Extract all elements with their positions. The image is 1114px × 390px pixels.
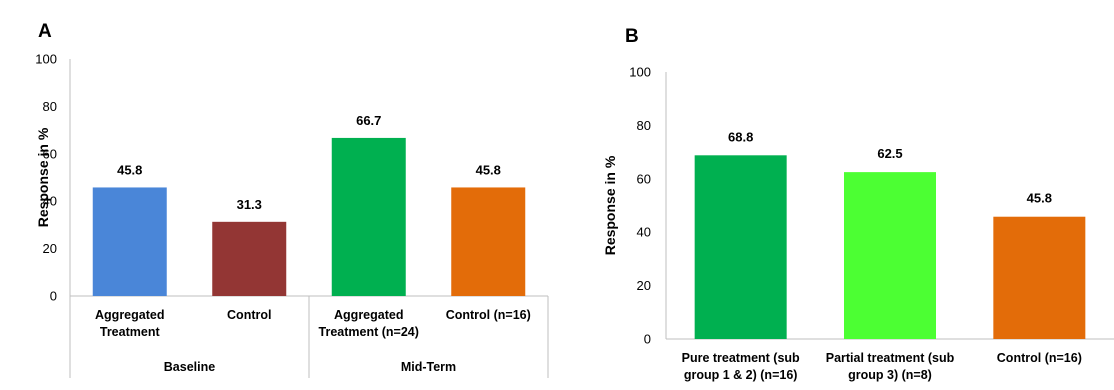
panel-b-data-label: 62.5 [877,146,902,161]
panel-a-label: A [38,21,52,42]
panel-a-y-axis-title: Response in % [35,127,51,227]
panel-a-data-label: 45.8 [476,162,501,177]
panel-b-bar [993,216,1086,339]
panel-a-group-label: Mid-Term [401,360,456,374]
panel-b-category-label: Pure treatment (sub [682,351,800,365]
panel-a-y-tick-label: 20 [43,241,57,256]
panel-b-category-label: group 1 & 2) (n=16) [684,368,798,382]
panel-a-y-tick-label: 100 [35,52,57,67]
panel-a-y-tick-label: 0 [50,289,57,304]
panel-a-bar [331,137,406,296]
panel-a-category-label: Aggregated [334,308,403,322]
panel-b-data-label: 68.8 [728,129,753,144]
panel-b-label: B [625,26,639,47]
panel-a-y-tick-label: 60 [43,146,57,161]
panel-a-data-label: 31.3 [237,197,262,212]
panel-b-y-tick-label: 20 [637,278,651,293]
panel-a-bar [212,221,287,296]
panel-a-group-label: Baseline [164,360,215,374]
panel-a-category-label: Treatment (n=24) [319,325,419,339]
panel-b-category-label: Partial treatment (sub [826,351,955,365]
panel-a-data-label: 45.8 [117,162,142,177]
panel-b-data-label: 45.8 [1027,191,1052,206]
panel-a-data-label: 66.7 [356,113,381,128]
panel-a-bar [451,187,526,296]
panel-b-y-axis-title: Response in % [602,155,618,255]
panel-b-y-tick-label: 40 [637,225,651,240]
panel-a-category-label: Aggregated [95,308,164,322]
panel-a-y-tick-label: 40 [43,194,57,209]
panel-b-y-tick-label: 100 [629,65,651,80]
panel-b-y-tick-label: 80 [637,118,651,133]
panel-b-y-tick-label: 60 [637,171,651,186]
panel-b-category-label: Control (n=16) [997,351,1082,365]
panel-a-bar [92,187,167,296]
panel-a-category-label: Treatment [100,325,161,339]
panel-b-category-label: group 3) (n=8) [848,368,932,382]
panel-b-bar [694,155,787,339]
panel-b-y-tick-label: 0 [644,332,651,347]
panel-a-y-tick-label: 80 [43,99,57,114]
panel-a-category-label: Control (n=16) [446,308,531,322]
panel-a-category-label: Control [227,308,271,322]
panel-b-bar [844,172,936,339]
